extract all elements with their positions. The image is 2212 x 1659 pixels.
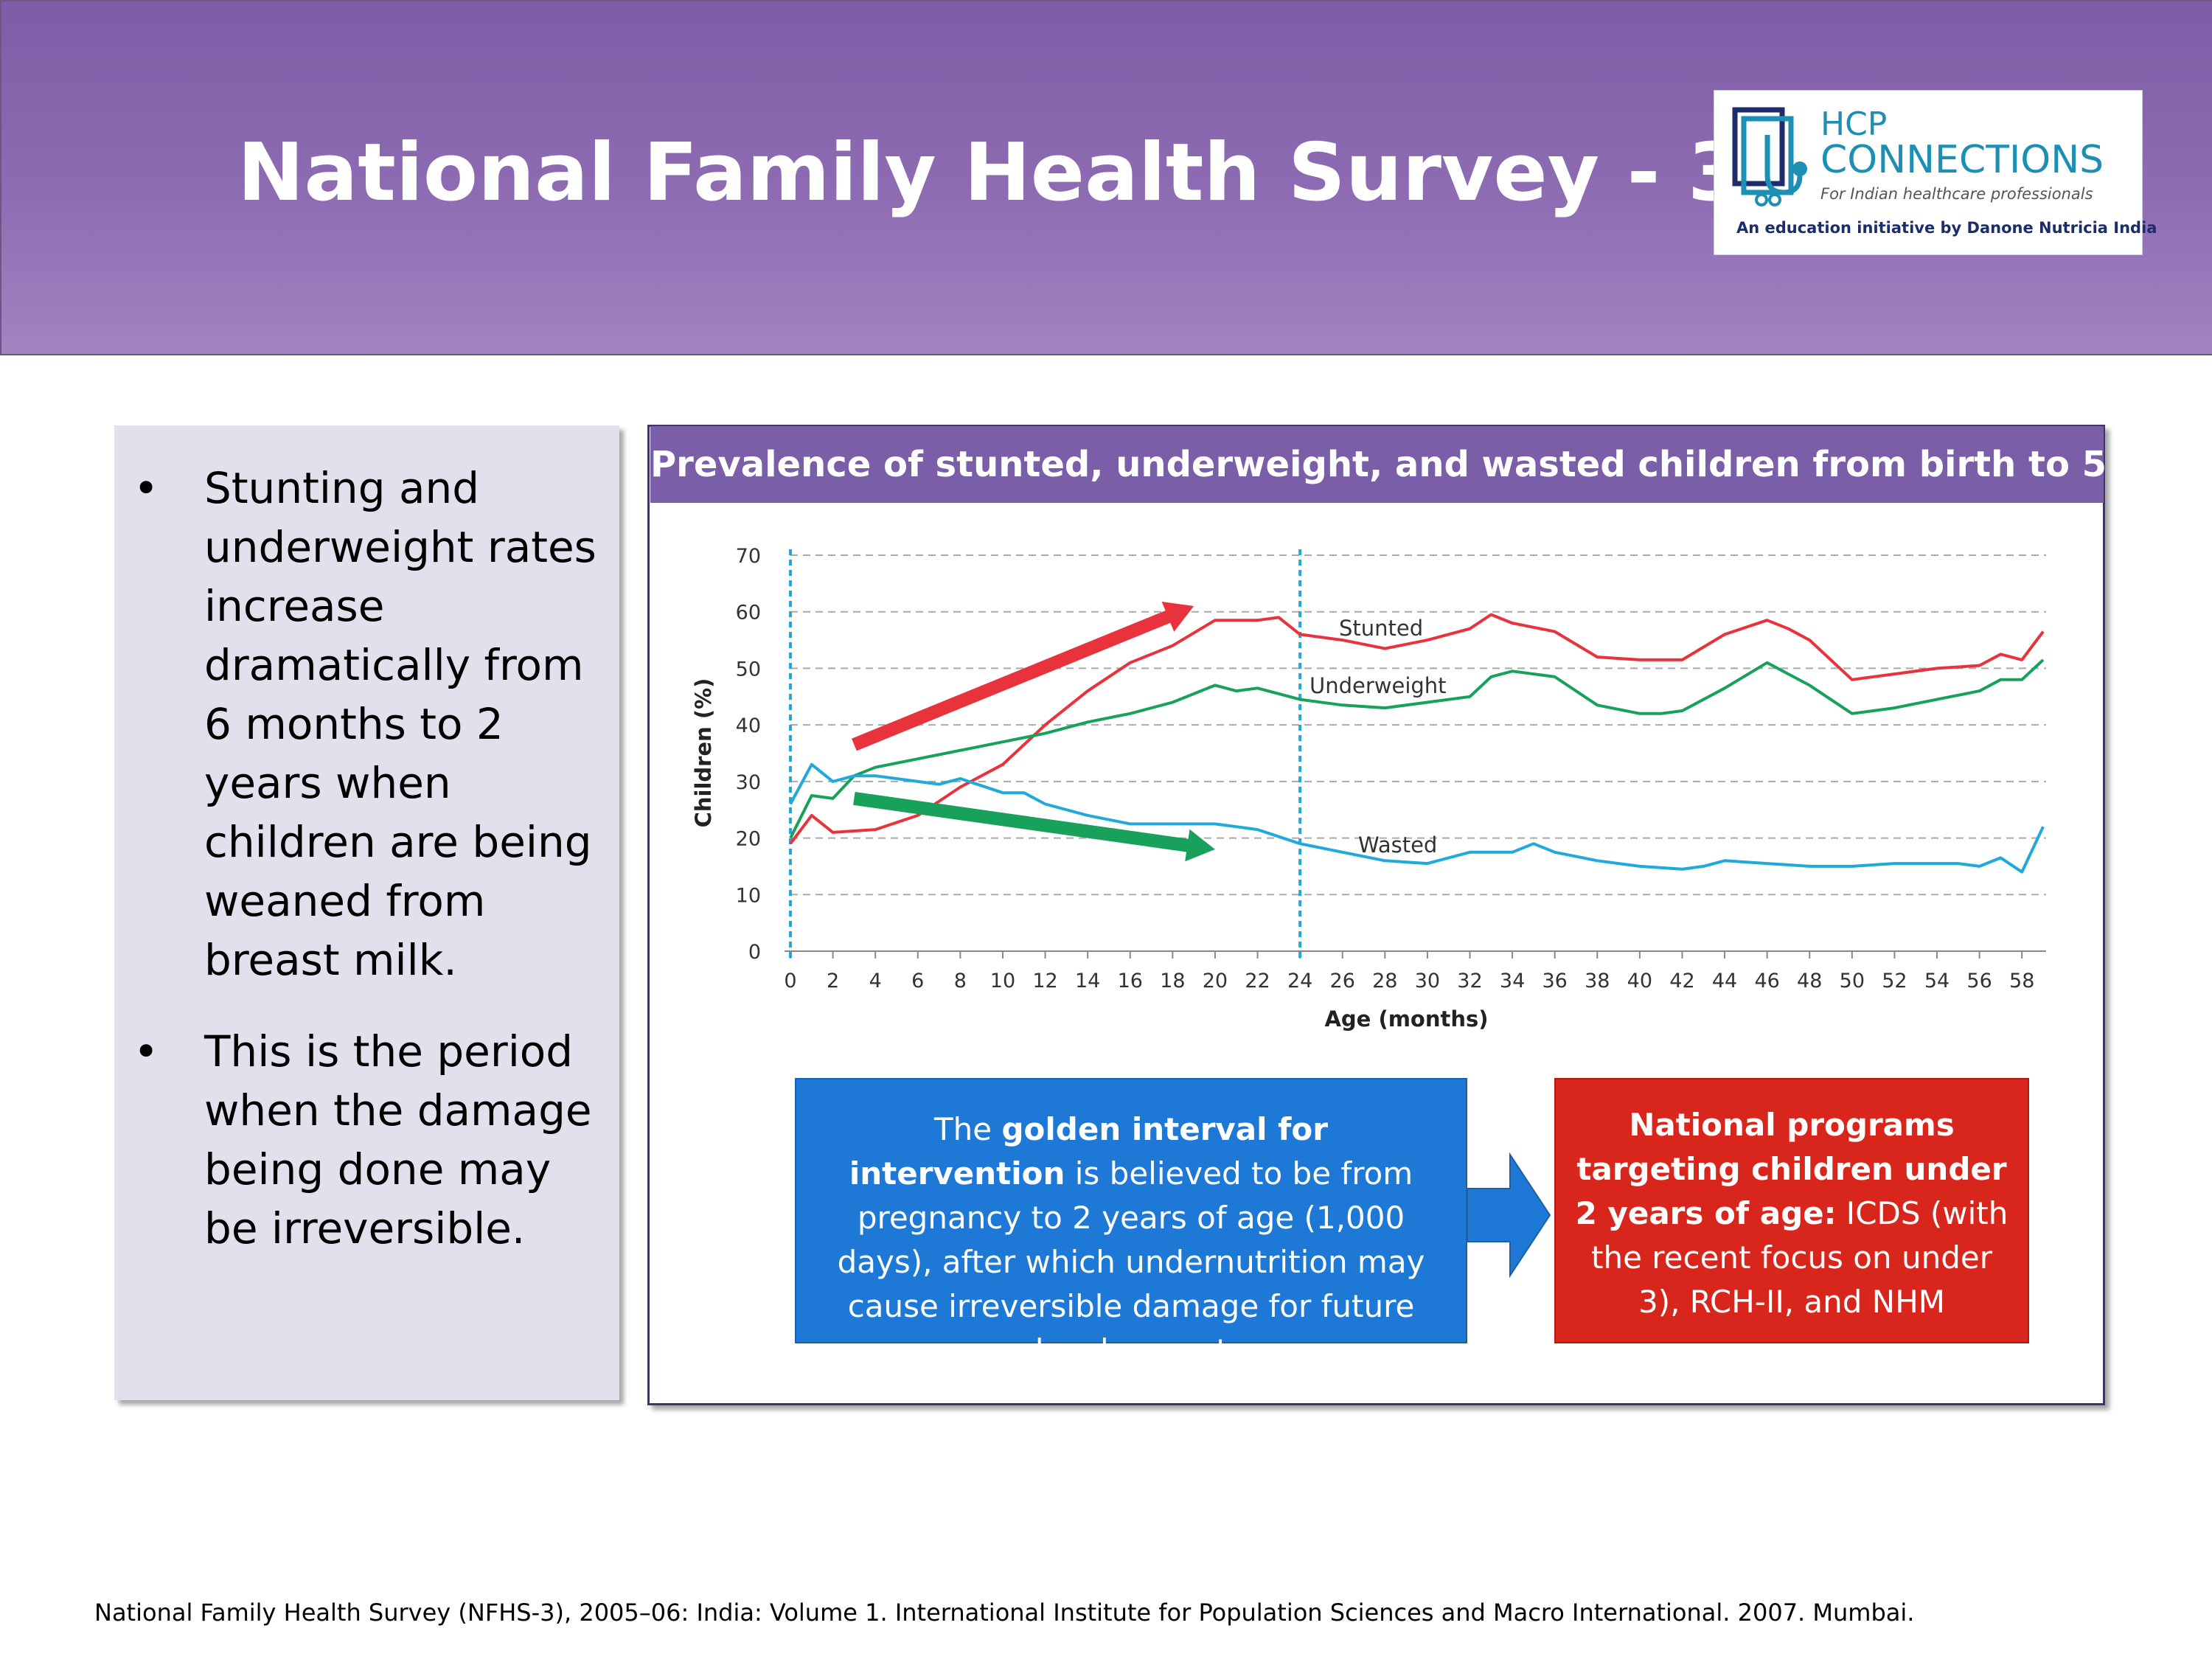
x-axis-label: Age (months): [1324, 1006, 1488, 1032]
x-tick-label: 58: [2009, 970, 2034, 992]
logo-hcp-text: HCP: [1820, 105, 1888, 143]
key-point-item: • This is the period when the damage bein…: [114, 1022, 619, 1258]
bullet-icon: •: [133, 1026, 159, 1077]
y-tick-label: 0: [748, 941, 761, 964]
x-tick-label: 12: [1032, 970, 1057, 992]
x-tick-label: 34: [1500, 970, 1525, 992]
golden-interval-pre: The: [933, 1111, 1002, 1147]
y-axis-label: Children (%): [691, 678, 716, 828]
series-annotation: Wasted: [1358, 832, 1437, 858]
golden-interval-box: The golden interval for intervention is …: [795, 1078, 1467, 1368]
x-tick-label: 30: [1415, 970, 1440, 992]
bullet-icon: •: [133, 463, 159, 513]
key-point-text: This is the period when the damage being…: [204, 1026, 592, 1253]
logo-connections-text: CONNECTIONS: [1820, 138, 2104, 182]
x-tick-label: 40: [1627, 970, 1652, 992]
national-programs-box: National programs targeting children und…: [1554, 1078, 2029, 1343]
logo-education-text: An education initiative by Danone Nutric…: [1736, 219, 2157, 237]
x-tick-label: 24: [1287, 970, 1312, 992]
y-tick-label: 40: [736, 714, 761, 737]
x-tick-label: 46: [1754, 970, 1779, 992]
key-point-text: Stunting and underweight rates increase …: [204, 463, 597, 985]
x-tick-label: 50: [1840, 970, 1865, 992]
y-tick-label: 60: [736, 602, 761, 625]
series-line-stunted: [789, 613, 2045, 845]
key-point-item: • Stunting and underweight rates increase…: [114, 459, 619, 990]
y-tick-label: 70: [736, 545, 761, 568]
x-tick-label: 32: [1457, 970, 1482, 992]
x-tick-label: 8: [954, 970, 967, 992]
right-arrow-icon: [1467, 1152, 1551, 1279]
x-tick-label: 54: [1924, 970, 1950, 992]
chart-title: Prevalence of stunted, underweight, and …: [650, 426, 2212, 503]
x-tick-label: 48: [1797, 970, 1822, 992]
trend-arrow-down: [853, 792, 1215, 862]
logo-tagline: For Indian healthcare professionals: [1820, 185, 2093, 203]
x-tick-label: 52: [1882, 970, 1907, 992]
series-annotation: Stunted: [1339, 616, 1423, 641]
x-tick-label: 20: [1203, 970, 1228, 992]
x-tick-label: 38: [1585, 970, 1610, 992]
y-tick-label: 30: [736, 771, 761, 794]
series-annotation: Underweight: [1310, 673, 1447, 698]
x-tick-label: 22: [1245, 970, 1270, 992]
x-tick-label: 18: [1160, 970, 1185, 992]
source-footnote: National Family Health Survey (NFHS-3), …: [94, 1599, 1915, 1627]
trend-arrow-up: [852, 602, 1194, 751]
national-programs-bold: National programs targeting children und…: [1575, 1107, 2007, 1231]
x-tick-label: 56: [1966, 970, 1992, 992]
series-line-wasted: [789, 762, 2045, 874]
x-tick-label: 14: [1075, 970, 1100, 992]
page-title: National Family Health Survey - 3: [237, 127, 1744, 219]
key-points-panel: • Stunting and underweight rates increase…: [114, 425, 619, 1400]
y-tick-label: 50: [736, 658, 761, 681]
x-tick-label: 28: [1372, 970, 1397, 992]
x-tick-label: 36: [1542, 970, 1567, 992]
x-tick-label: 0: [784, 970, 796, 992]
header-banner: National Family Health Survey - 3 HCP CO…: [0, 0, 2212, 355]
x-tick-label: 10: [990, 970, 1015, 992]
series-line-underweight: [789, 658, 2045, 839]
x-tick-label: 2: [827, 970, 839, 992]
golden-interval-post: is believed to be from pregnancy to 2 ye…: [837, 1155, 1425, 1368]
x-tick-label: 44: [1712, 970, 1737, 992]
x-tick-label: 26: [1330, 970, 1355, 992]
key-points-list: • Stunting and underweight rates increase…: [114, 459, 619, 1290]
x-tick-label: 4: [869, 970, 882, 992]
national-programs-post: ICDS (with the recent focus on under 3),…: [1591, 1195, 2008, 1320]
stethoscope-icon: [1732, 107, 1807, 206]
y-tick-label: 10: [736, 884, 761, 907]
x-tick-label: 16: [1118, 970, 1143, 992]
y-tick-label: 20: [736, 828, 761, 851]
hcp-logo: HCP CONNECTIONS For Indian healthcare pr…: [1714, 90, 2157, 255]
x-tick-label: 6: [911, 970, 924, 992]
x-tick-label: 42: [1669, 970, 1694, 992]
golden-interval-bold: golden interval for intervention: [849, 1111, 1328, 1192]
